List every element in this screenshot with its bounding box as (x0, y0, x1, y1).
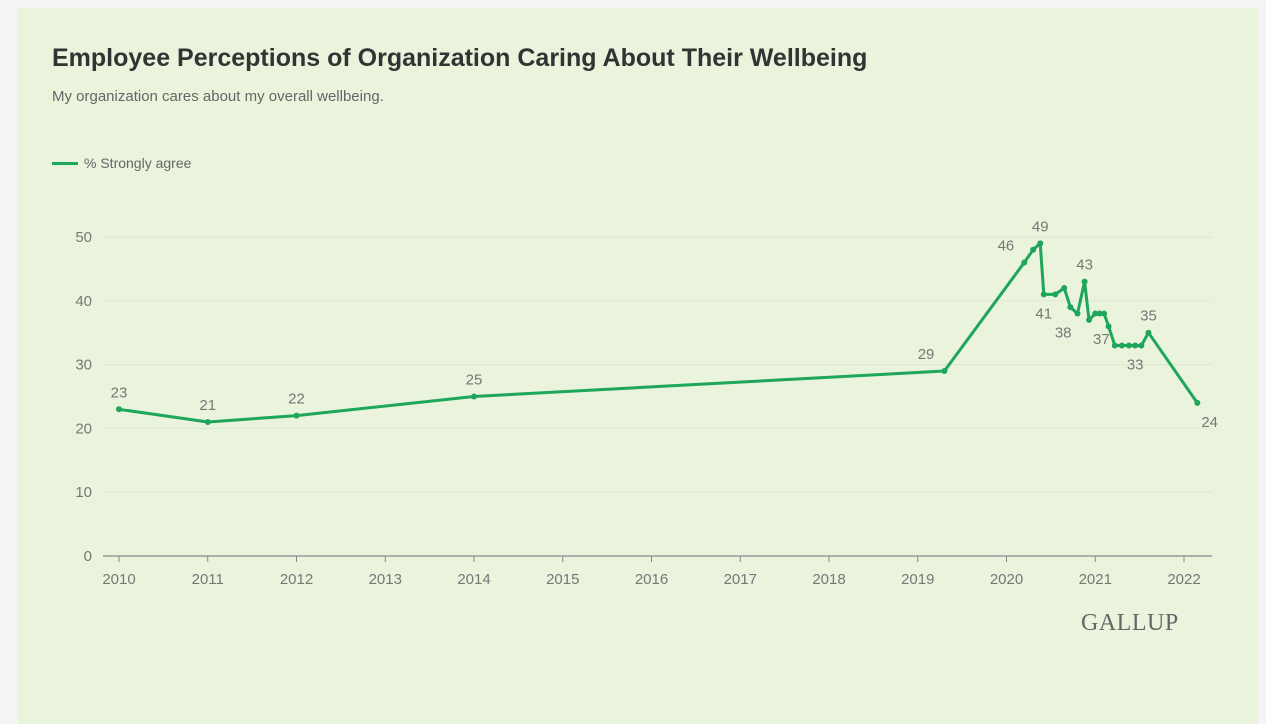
data-point (1021, 259, 1028, 266)
data-point (293, 412, 300, 419)
x-tick-label: 2012 (280, 571, 313, 588)
data-point (1081, 278, 1088, 285)
legend: % Strongly agree (52, 155, 191, 171)
chart-title: Employee Perceptions of Organization Car… (52, 44, 868, 72)
data-point (1037, 240, 1044, 247)
x-tick-label: 2017 (724, 571, 757, 588)
data-label: 22 (288, 391, 305, 408)
data-point (1074, 310, 1081, 317)
data-point (1092, 310, 1099, 317)
grid-lines (103, 236, 1212, 493)
y-tick-label: 50 (75, 229, 92, 246)
data-point (1111, 342, 1118, 349)
data-point (1101, 310, 1108, 317)
data-points (116, 240, 1201, 426)
data-point (1118, 342, 1125, 349)
data-point (1105, 323, 1112, 330)
data-label: 35 (1140, 308, 1157, 325)
data-point (1086, 316, 1093, 323)
x-tick-label: 2014 (457, 571, 490, 588)
data-label: 49 (1032, 218, 1049, 235)
data-label: 24 (1201, 414, 1218, 431)
x-tick-label: 2019 (901, 571, 934, 588)
x-tick-label: 2010 (102, 571, 135, 588)
y-tick-label: 30 (75, 357, 92, 374)
data-point (1194, 399, 1201, 406)
data-point (1061, 285, 1068, 292)
x-tick-label: 2011 (192, 571, 224, 588)
data-label: 37 (1093, 331, 1110, 348)
data-point (941, 367, 948, 374)
data-point (1040, 291, 1047, 298)
data-label: 38 (1055, 325, 1072, 342)
data-point (1145, 329, 1152, 336)
legend-swatch (52, 161, 78, 165)
chart-card (18, 8, 1258, 724)
x-tick-label: 2016 (635, 571, 668, 588)
y-tick-label: 20 (75, 420, 92, 437)
x-tick-label: 2020 (990, 571, 1023, 588)
series-lines (117, 241, 1199, 424)
data-label: 33 (1127, 356, 1144, 373)
data-label: 46 (998, 238, 1015, 255)
legend-label: % Strongly agree (84, 155, 192, 171)
x-tick-label: 2018 (812, 571, 845, 588)
data-point (204, 419, 211, 426)
data-point (1067, 304, 1074, 311)
series-line (117, 241, 1199, 424)
data-label: 23 (111, 384, 128, 401)
x-tick-label: 2015 (546, 571, 579, 588)
data-label: 41 (1035, 305, 1052, 322)
x-tick-label: 2022 (1167, 571, 1200, 588)
data-point (1030, 246, 1037, 253)
data-point (471, 393, 477, 400)
data-label: 25 (466, 372, 483, 389)
y-tick-label: 10 (75, 484, 92, 501)
chart-subtitle: My organization cares about my overall w… (52, 88, 384, 105)
axes: 0 10 20 30 40 50 2010 2011 2012 2013 2014 2015 2016 2… (75, 229, 1212, 588)
data-point (1138, 342, 1145, 349)
data-label: 43 (1076, 257, 1093, 274)
data-label: 29 (918, 346, 935, 363)
y-tick-label: 40 (75, 293, 92, 310)
data-point (1125, 342, 1132, 349)
y-tick-label: 0 (84, 548, 92, 565)
x-tick-label: 2013 (369, 571, 402, 588)
data-point (1096, 310, 1103, 317)
x-tick-label: 2021 (1079, 571, 1112, 588)
data-label: 21 (199, 397, 216, 414)
gallup-logo: GALLUP (1081, 610, 1179, 636)
data-point (1052, 291, 1059, 298)
data-point (1132, 342, 1139, 349)
data-point (116, 406, 122, 413)
